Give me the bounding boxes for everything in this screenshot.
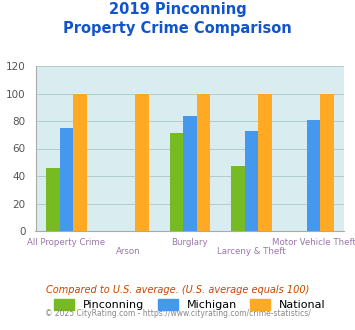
Bar [183,115,197,231]
Text: Property Crime Comparison: Property Crime Comparison [63,21,292,36]
Text: Arson: Arson [116,248,141,256]
Legend: Pinconning, Michigan, National: Pinconning, Michigan, National [54,299,326,311]
Bar [320,93,334,231]
Bar [231,166,245,231]
Bar [307,120,320,231]
Bar [60,128,73,231]
Text: Burglary: Burglary [171,238,208,247]
Bar [197,93,210,231]
Bar [46,168,60,231]
Text: © 2025 CityRating.com - https://www.cityrating.com/crime-statistics/: © 2025 CityRating.com - https://www.city… [45,309,310,317]
Bar [73,93,87,231]
Text: Larceny & Theft: Larceny & Theft [217,248,286,256]
Bar [258,93,272,231]
Text: All Property Crime: All Property Crime [27,238,105,247]
Bar [170,133,183,231]
Text: Motor Vehicle Theft: Motor Vehicle Theft [272,238,355,247]
Text: Compared to U.S. average. (U.S. average equals 100): Compared to U.S. average. (U.S. average … [46,285,309,295]
Bar [135,93,148,231]
Bar [245,131,258,231]
Text: 2019 Pinconning: 2019 Pinconning [109,2,246,16]
